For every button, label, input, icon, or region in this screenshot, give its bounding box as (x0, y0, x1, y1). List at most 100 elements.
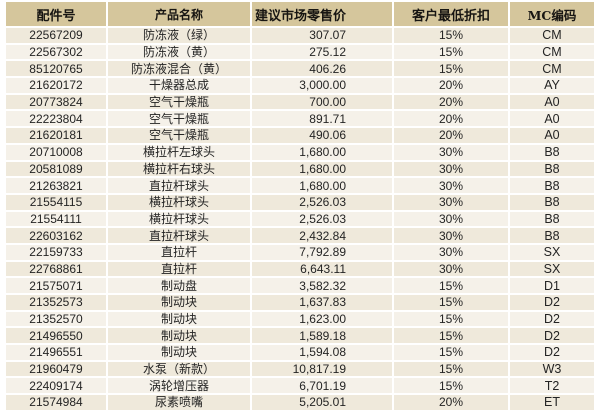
min-discount-cell[interactable]: 20% (394, 94, 508, 110)
product-name-cell[interactable]: 直拉杆 (108, 244, 250, 260)
min-discount-cell[interactable]: 30% (394, 244, 508, 260)
retail-price-cell[interactable]: 1,680.00 (252, 178, 392, 193)
min-discount-cell[interactable]: 30% (394, 211, 508, 227)
retail-price-cell[interactable]: 1,623.00 (252, 311, 392, 327)
part-number-cell[interactable]: 21496551 (6, 345, 106, 360)
min-discount-cell[interactable]: 30% (394, 161, 508, 177)
retail-price-cell[interactable]: 307.07 (252, 28, 392, 43)
part-number-cell[interactable]: 22603162 (6, 228, 106, 243)
product-name-cell[interactable]: 横拉杆右球头 (108, 161, 250, 177)
mc-code-cell[interactable]: B8 (510, 144, 594, 160)
min-discount-cell[interactable]: 15% (394, 378, 508, 394)
mc-code-cell[interactable]: D2 (510, 295, 594, 310)
retail-price-cell[interactable]: 1,637.83 (252, 295, 392, 310)
product-name-cell[interactable]: 横拉杆球头 (108, 194, 250, 210)
min-discount-cell[interactable]: 30% (394, 261, 508, 277)
part-number-cell[interactable]: 21263821 (6, 178, 106, 193)
retail-price-cell[interactable]: 2,526.03 (252, 211, 392, 227)
mc-code-cell[interactable]: D2 (510, 345, 594, 360)
part-number-cell[interactable]: 20581089 (6, 161, 106, 177)
mc-code-cell[interactable]: AY (510, 78, 594, 93)
retail-price-cell[interactable]: 6,643.11 (252, 261, 392, 277)
min-discount-cell[interactable]: 15% (394, 361, 508, 377)
part-number-cell[interactable]: 21554111 (6, 211, 106, 227)
min-discount-cell[interactable]: 15% (394, 278, 508, 293)
retail-price-cell[interactable]: 1,680.00 (252, 144, 392, 160)
product-name-cell[interactable]: 制动块 (108, 311, 250, 327)
col-header-part-number[interactable]: 配件号 (6, 2, 106, 26)
product-name-cell[interactable]: 直拉杆球头 (108, 228, 250, 243)
retail-price-cell[interactable]: 3,582.32 (252, 278, 392, 293)
mc-code-cell[interactable]: A0 (510, 111, 594, 127)
product-name-cell[interactable]: 空气干燥瓶 (108, 94, 250, 110)
col-header-mc-code[interactable]: MC编码 (510, 2, 594, 26)
retail-price-cell[interactable]: 10,817.19 (252, 361, 392, 377)
min-discount-cell[interactable]: 30% (394, 178, 508, 193)
product-name-cell[interactable]: 制动块 (108, 328, 250, 344)
part-number-cell[interactable]: 21352573 (6, 295, 106, 310)
retail-price-cell[interactable]: 3,000.00 (252, 78, 392, 93)
mc-code-cell[interactable]: T2 (510, 378, 594, 394)
min-discount-cell[interactable]: 20% (394, 128, 508, 143)
retail-price-cell[interactable]: 7,792.89 (252, 244, 392, 260)
col-header-product-name[interactable]: 产品名称 (108, 2, 250, 26)
mc-code-cell[interactable]: CM (510, 28, 594, 43)
mc-code-cell[interactable]: CM (510, 61, 594, 77)
product-name-cell[interactable]: 水泵（新款） (108, 361, 250, 377)
part-number-cell[interactable]: 22409174 (6, 378, 106, 394)
part-number-cell[interactable]: 21496550 (6, 328, 106, 344)
mc-code-cell[interactable]: CM (510, 44, 594, 60)
part-number-cell[interactable]: 22223804 (6, 111, 106, 127)
mc-code-cell[interactable]: SX (510, 244, 594, 260)
part-number-cell[interactable]: 20710008 (6, 144, 106, 160)
col-header-retail-price[interactable]: 建议市场零售价 (252, 2, 392, 26)
product-name-cell[interactable]: 制动块 (108, 295, 250, 310)
col-header-min-discount[interactable]: 客户最低折扣 (394, 2, 508, 26)
retail-price-cell[interactable]: 1,680.00 (252, 161, 392, 177)
product-name-cell[interactable]: 直拉杆球头 (108, 178, 250, 193)
part-number-cell[interactable]: 22567209 (6, 28, 106, 43)
min-discount-cell[interactable]: 20% (394, 78, 508, 93)
part-number-cell[interactable]: 21960479 (6, 361, 106, 377)
mc-code-cell[interactable]: B8 (510, 161, 594, 177)
mc-code-cell[interactable]: B8 (510, 211, 594, 227)
min-discount-cell[interactable]: 15% (394, 328, 508, 344)
mc-code-cell[interactable]: A0 (510, 128, 594, 143)
part-number-cell[interactable]: 21574984 (6, 395, 106, 410)
product-name-cell[interactable]: 横拉杆球头 (108, 211, 250, 227)
mc-code-cell[interactable]: D2 (510, 311, 594, 327)
retail-price-cell[interactable]: 891.71 (252, 111, 392, 127)
retail-price-cell[interactable]: 5,205.01 (252, 395, 392, 410)
part-number-cell[interactable]: 22768861 (6, 261, 106, 277)
min-discount-cell[interactable]: 30% (394, 228, 508, 243)
mc-code-cell[interactable]: B8 (510, 194, 594, 210)
retail-price-cell[interactable]: 2,432.84 (252, 228, 392, 243)
mc-code-cell[interactable]: D1 (510, 278, 594, 293)
min-discount-cell[interactable]: 20% (394, 111, 508, 127)
product-name-cell[interactable]: 空气干燥瓶 (108, 128, 250, 143)
product-name-cell[interactable]: 防冻液（绿） (108, 28, 250, 43)
product-name-cell[interactable]: 防冻液（黄） (108, 44, 250, 60)
retail-price-cell[interactable]: 275.12 (252, 44, 392, 60)
part-number-cell[interactable]: 21620181 (6, 128, 106, 143)
mc-code-cell[interactable]: B8 (510, 228, 594, 243)
mc-code-cell[interactable]: W3 (510, 361, 594, 377)
min-discount-cell[interactable]: 20% (394, 395, 508, 410)
product-name-cell[interactable]: 制动盘 (108, 278, 250, 293)
min-discount-cell[interactable]: 15% (394, 44, 508, 60)
part-number-cell[interactable]: 21554115 (6, 194, 106, 210)
retail-price-cell[interactable]: 406.26 (252, 61, 392, 77)
product-name-cell[interactable]: 尿素喷嘴 (108, 395, 250, 410)
mc-code-cell[interactable]: ET (510, 395, 594, 410)
mc-code-cell[interactable]: SX (510, 261, 594, 277)
retail-price-cell[interactable]: 2,526.03 (252, 194, 392, 210)
part-number-cell[interactable]: 21620172 (6, 78, 106, 93)
mc-code-cell[interactable]: D2 (510, 328, 594, 344)
product-name-cell[interactable]: 干燥器总成 (108, 78, 250, 93)
product-name-cell[interactable]: 涡轮增压器 (108, 378, 250, 394)
mc-code-cell[interactable]: A0 (510, 94, 594, 110)
min-discount-cell[interactable]: 15% (394, 295, 508, 310)
part-number-cell[interactable]: 22567302 (6, 44, 106, 60)
retail-price-cell[interactable]: 1,589.18 (252, 328, 392, 344)
product-name-cell[interactable]: 防冻液混合（黄） (108, 61, 250, 77)
